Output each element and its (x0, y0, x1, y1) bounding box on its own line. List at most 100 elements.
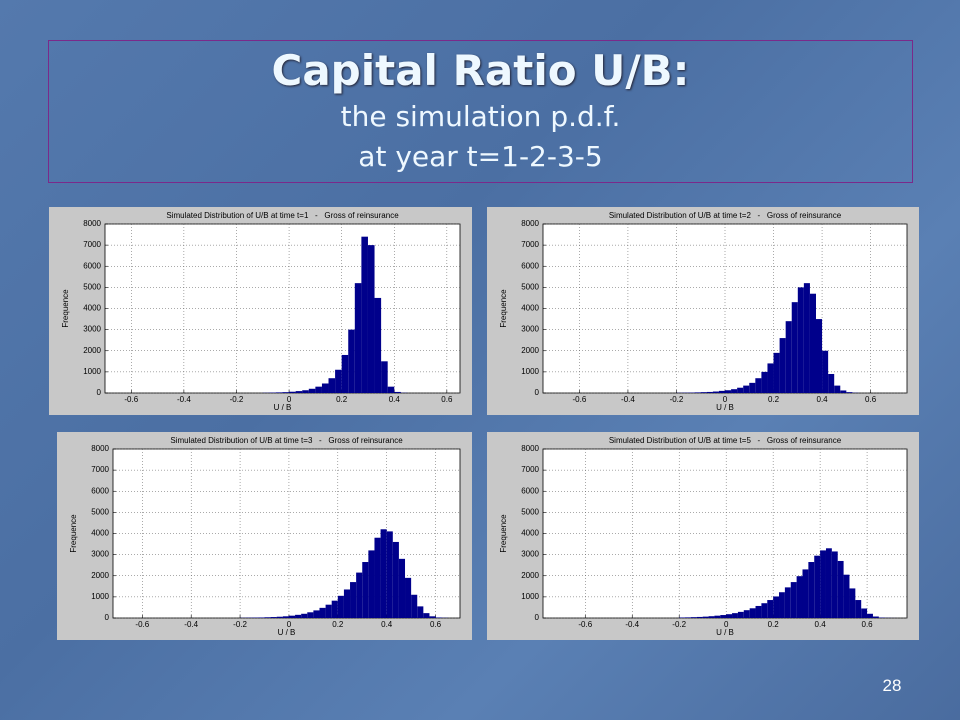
bar (679, 617, 686, 618)
x-tick-label: -0.2 (233, 620, 247, 629)
bar (398, 558, 406, 618)
bar (343, 589, 351, 618)
bar (712, 391, 719, 393)
bar (791, 302, 798, 393)
y-tick-label: 3000 (91, 550, 109, 559)
y-tick-label: 1000 (91, 592, 109, 601)
bar (843, 574, 850, 618)
x-tick-label: -0.6 (573, 395, 587, 404)
bar (732, 613, 738, 618)
bar (825, 548, 832, 618)
y-tick-label: 8000 (83, 219, 101, 228)
x-tick-label: 0.4 (389, 395, 401, 404)
y-tick-label: 3000 (83, 325, 101, 334)
title-box: Capital Ratio U/B: the simulation p.d.f.… (48, 40, 913, 183)
bar (790, 582, 797, 618)
bar (773, 352, 780, 393)
bar (708, 616, 715, 618)
y-tick-label: 5000 (521, 507, 539, 516)
bar (429, 616, 436, 618)
slide-subtitle: the simulation p.d.f. (340, 100, 621, 133)
bar (337, 595, 344, 618)
bar (417, 606, 424, 618)
chart-title: Simulated Distribution of U/B at time t=… (170, 436, 403, 445)
y-tick-label: 8000 (91, 444, 109, 453)
bar (831, 551, 838, 618)
x-tick-label: -0.2 (670, 395, 684, 404)
bar (816, 319, 823, 393)
bar (700, 392, 707, 393)
bar (313, 610, 320, 618)
bar (295, 391, 303, 393)
page-number: 28 (882, 676, 902, 695)
y-tick-label: 1000 (521, 367, 539, 376)
bar (731, 389, 738, 393)
y-tick-label: 1000 (521, 592, 539, 601)
bar (796, 576, 803, 618)
bar (423, 613, 430, 618)
bar (307, 612, 314, 618)
bar (275, 392, 283, 393)
bar (276, 616, 283, 618)
bar (820, 550, 826, 618)
bar (809, 293, 816, 393)
bar (685, 617, 691, 618)
bar (264, 617, 271, 618)
y-tick-label: 0 (105, 613, 110, 622)
bar (702, 616, 709, 618)
chart-title: Simulated Distribution of U/B at time t=… (609, 436, 842, 445)
bar (289, 391, 296, 393)
y-tick-label: 0 (535, 388, 540, 397)
y-axis-label: Frequence (69, 514, 78, 553)
bar (435, 617, 442, 618)
y-tick-label: 4000 (521, 304, 539, 313)
bar (773, 596, 780, 618)
x-tick-label: -0.6 (135, 620, 149, 629)
y-tick-label: 3000 (521, 325, 539, 334)
y-tick-label: 1000 (83, 367, 101, 376)
bar (321, 383, 329, 393)
bar (694, 392, 701, 393)
bar (302, 390, 309, 393)
bar (315, 386, 322, 393)
y-tick-label: 7000 (521, 465, 539, 474)
bar (354, 283, 362, 393)
bar (301, 613, 308, 618)
slide-title: Capital Ratio U/B: (271, 46, 690, 95)
bar (737, 387, 744, 393)
x-tick-label: -0.4 (625, 620, 639, 629)
y-tick-label: 2000 (521, 571, 539, 580)
y-tick-label: 6000 (91, 486, 109, 495)
y-tick-label: 6000 (521, 486, 539, 495)
bar (335, 369, 342, 393)
x-tick-label: 0 (724, 620, 729, 629)
x-tick-label: -0.6 (124, 395, 138, 404)
bar (706, 391, 713, 393)
bar (374, 537, 381, 618)
x-tick-label: -0.2 (672, 620, 686, 629)
y-tick-label: 5000 (91, 507, 109, 516)
bar (749, 608, 756, 618)
bar (387, 386, 395, 393)
y-tick-label: 4000 (83, 304, 101, 313)
y-tick-label: 7000 (83, 240, 101, 249)
x-axis-label: U / B (716, 403, 734, 412)
x-axis-label: U / B (716, 628, 734, 637)
x-tick-label: -0.6 (578, 620, 592, 629)
bar (840, 390, 847, 393)
bar (767, 600, 774, 618)
bar (328, 378, 336, 393)
bar (797, 287, 804, 393)
x-axis-label: U / B (274, 403, 292, 412)
bar (767, 363, 774, 393)
y-axis-label: Frequence (499, 289, 508, 328)
bar (381, 361, 388, 393)
bar (380, 529, 387, 618)
bar (374, 297, 382, 393)
x-tick-label: 0.4 (817, 395, 829, 404)
bar (368, 550, 375, 618)
bar (308, 388, 316, 393)
bar (867, 613, 873, 618)
bar (855, 600, 862, 618)
